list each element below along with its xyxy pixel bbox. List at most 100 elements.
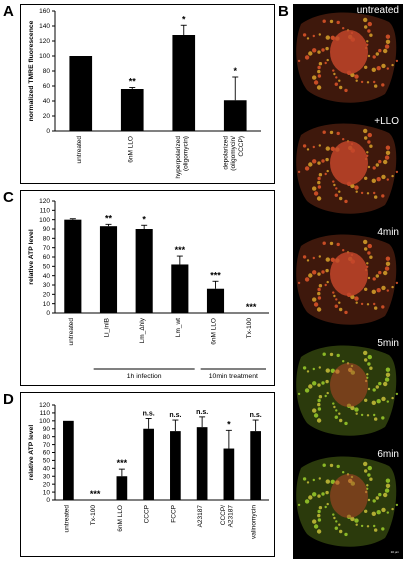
mitochondrion-dot — [381, 305, 385, 309]
chart-c-y-tick-label: 30 — [43, 282, 51, 289]
chart-d-y-tick-label: 110 — [40, 410, 51, 417]
mitochondrion-dot — [308, 51, 313, 56]
mitochondrion-dot — [383, 270, 388, 276]
mitochondrion-dot — [317, 518, 322, 522]
mitochondrion-dot — [367, 387, 371, 391]
chart-c-significance-mark: * — [142, 214, 146, 224]
chart-c-category-label-line: Li_inlB — [104, 318, 111, 338]
mitochondrion-dot — [312, 519, 317, 524]
mitochondrion-dot — [336, 20, 340, 25]
mitochondrion-dot — [342, 138, 345, 141]
mitochondrion-dot — [312, 297, 317, 302]
mitochondrion-dot — [369, 366, 373, 370]
mitochondrion-dot — [317, 296, 322, 300]
mitochondrion-dot — [344, 421, 348, 426]
chart-d-category-label-line: A23187 — [228, 505, 235, 528]
chart-d-category-label-line: CCCP — [144, 505, 151, 523]
mitochondrion-dot — [312, 492, 317, 497]
chart-d-category-label: A23187 — [197, 505, 204, 528]
mitochondrion-dot — [354, 518, 359, 523]
mitochondrion-dot — [332, 513, 335, 516]
mitochondrion-dot — [372, 55, 376, 59]
mitochondrion-dot — [322, 130, 326, 134]
mitochondrion-dot — [317, 383, 321, 387]
scale-bar-label: 10 µm — [390, 550, 399, 554]
mitochondrion-dot — [378, 270, 382, 275]
mitochondrion-dot — [367, 251, 371, 255]
mitochondrion-dot — [321, 381, 325, 385]
mitochondrion-dot — [334, 193, 338, 197]
chart-d-bar — [170, 431, 181, 500]
mitochondrion-dot — [384, 155, 390, 160]
mitochondrion-dot — [367, 276, 371, 280]
chart-c-bar — [171, 264, 189, 313]
chart-a-y-tick-label: 40 — [43, 98, 51, 105]
mitochondrion-dot — [317, 50, 321, 54]
chart-c-significance-mark: *** — [210, 270, 221, 280]
mitochondrion-dot — [395, 503, 399, 507]
mitochondrion-dot — [338, 523, 341, 526]
mitochondrion-dot — [312, 381, 317, 386]
mitochondrion-dot — [308, 384, 313, 389]
chart-d-category-label: CCCP/A23187 — [220, 505, 235, 528]
mitochondrion-dot — [366, 81, 370, 84]
chart-d-bar — [116, 476, 128, 500]
micrograph-time-label: 6min — [377, 449, 399, 460]
mitochondrion-dot — [312, 408, 317, 413]
mitochondrion-dot — [363, 239, 368, 245]
mitochondrion-dot — [344, 310, 348, 315]
mitochondrion-dot — [355, 79, 358, 82]
mitochondrion-dot — [325, 46, 329, 51]
mitochondrion-dot — [395, 281, 399, 285]
mitochondrion-dot — [317, 407, 322, 411]
mitochondrion-dot — [324, 283, 327, 287]
chart-d-bar — [196, 427, 208, 500]
chart-d-significance-mark: n.s. — [250, 412, 262, 419]
chart-c: 0 10 20 30 40 50 60 70 80 90 100 110 120 relative ATP… — [28, 198, 269, 380]
mitochondrion-dot — [335, 409, 338, 412]
micrograph-tile: 4min — [293, 226, 403, 333]
mitochondrion-dot — [322, 19, 326, 23]
mitochondrion-dot — [371, 400, 376, 405]
mitochondrion-dot — [321, 48, 325, 52]
mitochondrion-dot — [312, 478, 315, 482]
chart-d-category-label-line: valinomycin — [251, 505, 258, 539]
mitochondrion-dot — [373, 413, 376, 417]
chart-a-category-label-line: depolarized — [223, 136, 230, 170]
chart-a-category-label: depolarized(oligomycin/CCCP) — [223, 136, 245, 171]
mitochondrion-dot — [344, 199, 348, 204]
chart-c-group-label: 10min treatment — [209, 373, 258, 380]
chart-c-y-tick-label: 20 — [43, 292, 51, 299]
mitochondrion-dot — [332, 180, 335, 183]
mitochondrion-dot — [338, 190, 341, 193]
mitochondrion-dot — [367, 54, 371, 58]
mitochondrion-dot — [371, 178, 376, 183]
micrograph-image — [296, 345, 399, 436]
mitochondrion-dot — [366, 303, 370, 306]
chart-c-y-axis-label: relative ATP level — [28, 229, 35, 285]
mitochondrion-dot — [326, 391, 329, 395]
mitochondrion-dot — [376, 510, 381, 515]
chart-d-y-tick-label: 60 — [43, 450, 51, 457]
mitochondrion-dot — [338, 79, 341, 82]
mitochondrion-dot — [306, 370, 310, 373]
mitochondrion-dot — [381, 507, 386, 513]
chart-c-y-tick-label: 60 — [43, 254, 51, 261]
mitochondrion-dot — [366, 373, 369, 376]
mitochondrion-dot — [363, 461, 368, 467]
mitochondrion-dot — [364, 25, 368, 29]
chart-d-category-label-line: 6nM LLO — [117, 505, 124, 532]
mitochondrion-dot — [372, 388, 376, 392]
mitochondrion-dot — [318, 284, 323, 288]
mitochondrion-dot — [317, 272, 321, 276]
mitochondrion-dot — [385, 256, 391, 261]
mitochondrion-dot — [372, 277, 376, 281]
mitochondrion-dot — [385, 372, 391, 377]
mitochondrion-dot — [334, 415, 338, 419]
micrograph-time-label: +LLO — [374, 116, 399, 127]
mitochondrion-dot — [372, 499, 376, 503]
chart-d-category-label: untreated — [63, 505, 70, 533]
mitochondrion-dot — [342, 360, 345, 363]
chart-c-category-label: Lm_wt — [175, 318, 182, 337]
chart-a-bar — [223, 100, 247, 131]
